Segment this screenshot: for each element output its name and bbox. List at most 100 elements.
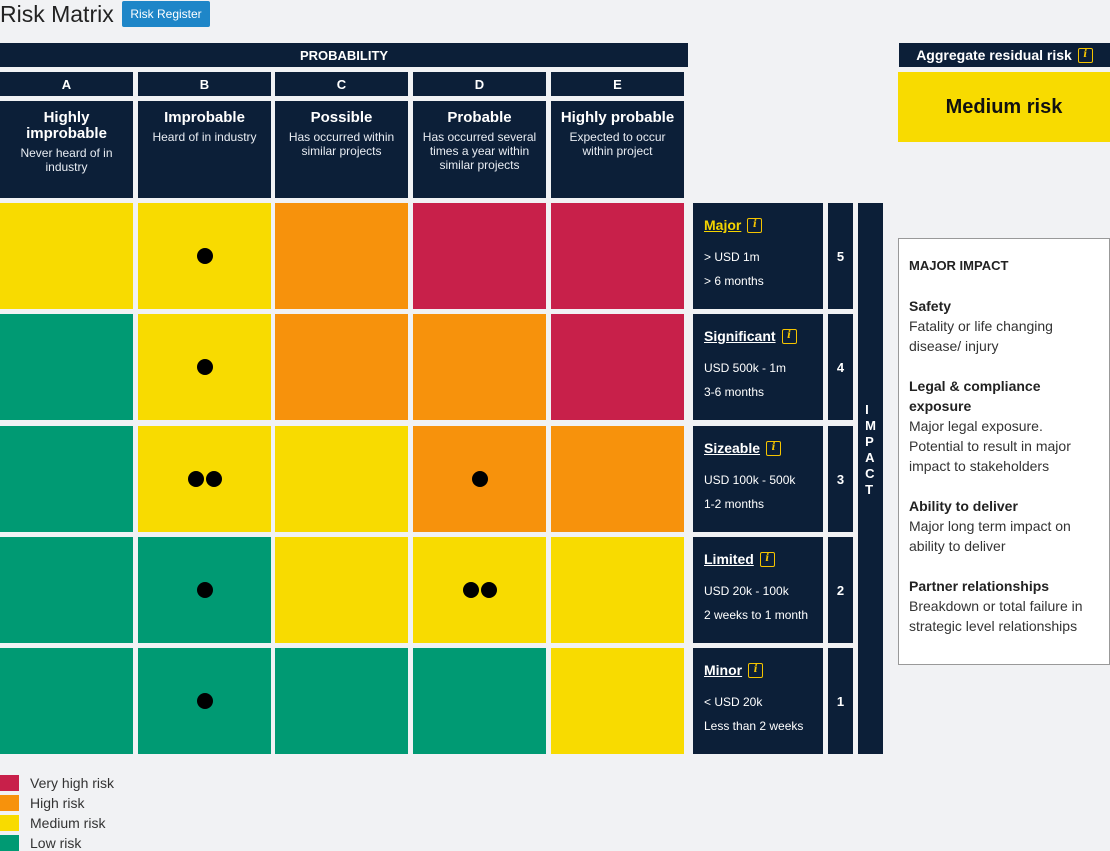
risk-marker[interactable] [196,359,213,375]
legend-label: Medium risk [30,815,106,831]
detail-section-heading: Partner relationships [909,578,1050,594]
impact-label-limited: Limited i USD 20k - 100k 2 weeks to 1 month [693,537,823,643]
probability-name: Possible [310,109,373,126]
impact-level-2: 2 [828,537,853,643]
impact-duration: > 6 months [704,274,764,288]
info-icon[interactable]: i [759,551,775,567]
impact-name-link[interactable]: Major [704,217,742,233]
detail-section-delivery: Ability to deliver Major long term impac… [909,496,1099,556]
probability-desc: Expected to occur within project [569,130,666,158]
legend-item-medium: Medium risk [0,815,105,831]
probability-description-a: Highly improbable Never heard of in indus… [0,101,133,198]
probability-desc: Has occurred several times a year within… [422,130,537,172]
legend-label: Very high risk [30,775,115,791]
aggregate-risk-value: Medium risk [898,72,1110,142]
impact-duration: 3-6 months [704,385,765,399]
legend-item-very-high: Very high risk [0,775,114,791]
matrix-cell-b2[interactable] [138,537,271,643]
matrix-cell-a2[interactable] [0,537,133,643]
impact-name-link[interactable]: Minor [704,662,743,678]
impact-cost: > USD 1m [704,250,760,264]
impact-duration: 1-2 months [704,497,765,511]
risk-marker[interactable] [480,582,497,598]
probability-column-b: B [138,72,271,96]
matrix-cell-b3[interactable] [138,426,271,532]
detail-title: MAJOR IMPACT [909,258,1009,273]
probability-name: Probable [447,109,512,126]
impact-name-link[interactable]: Significant [704,328,776,344]
impact-axis: I M P A C T [858,203,883,754]
detail-section-text: Major long term impact on ability to del… [909,518,1071,554]
risk-marker[interactable] [205,471,222,487]
probability-description-e: Highly probable Expected to occur within … [551,101,684,198]
matrix-cell-e2[interactable] [551,537,684,643]
legend-swatch [0,815,19,831]
impact-name-link[interactable]: Sizeable [704,440,761,456]
detail-section-safety: Safety Fatality or life changing disease… [909,296,1099,356]
impact-label-sizeable: Sizeable i USD 100k - 500k 1-2 months [693,426,823,532]
detail-section-text: Major legal exposure. Potential to resul… [909,418,1071,474]
info-icon[interactable]: i [1077,47,1093,63]
probability-description-d: Probable Has occurred several times a yea… [413,101,546,198]
impact-level-3: 3 [828,426,853,532]
probability-description-b: Improbable Heard of in industry [138,101,271,198]
matrix-cell-e3[interactable] [551,426,684,532]
probability-name: Highly improbable [26,109,107,142]
matrix-cell-d4[interactable] [413,314,546,420]
matrix-cell-c1[interactable] [275,648,408,754]
impact-label-minor: Minor i < USD 20k Less than 2 weeks [693,648,823,754]
matrix-cell-d5[interactable] [413,203,546,309]
risk-marker[interactable] [196,693,213,709]
impact-detail-panel: MAJOR IMPACT Safety Fatality or life cha… [898,238,1110,665]
matrix-cell-e4[interactable] [551,314,684,420]
impact-name-link[interactable]: Limited [704,551,754,567]
impact-heading[interactable]: Major i [704,217,813,233]
impact-heading[interactable]: Minor i [704,662,813,678]
matrix-cell-a4[interactable] [0,314,133,420]
detail-section-text: Fatality or life changing disease/ injur… [909,318,1053,354]
matrix-cell-e1[interactable] [551,648,684,754]
detail-section-partners: Partner relationships Breakdown or total… [909,576,1099,636]
info-icon[interactable]: i [748,662,764,678]
matrix-cell-d2[interactable] [413,537,546,643]
matrix-cell-b5[interactable] [138,203,271,309]
impact-heading[interactable]: Sizeable i [704,440,813,456]
matrix-cell-c5[interactable] [275,203,408,309]
impact-heading[interactable]: Significant i [704,328,813,344]
risk-register-button[interactable]: Risk Register [122,1,210,27]
info-icon[interactable]: i [781,328,797,344]
matrix-cell-c2[interactable] [275,537,408,643]
matrix-cell-e5[interactable] [551,203,684,309]
impact-cost: USD 100k - 500k [704,473,796,487]
impact-label-significant: Significant i USD 500k - 1m 3-6 months [693,314,823,420]
impact-level-1: 1 [828,648,853,754]
detail-section-legal: Legal & compliance exposure Major legal … [909,376,1099,476]
probability-desc: Never heard of in industry [20,146,113,174]
risk-marker[interactable] [196,582,213,598]
legend-swatch [0,795,19,811]
matrix-cell-a3[interactable] [0,426,133,532]
matrix-cell-d3[interactable] [413,426,546,532]
risk-marker[interactable] [196,248,213,264]
matrix-cell-b4[interactable] [138,314,271,420]
impact-level-4: 4 [828,314,853,420]
risk-marker[interactable] [471,471,488,487]
risk-marker[interactable] [462,582,479,598]
matrix-cell-a5[interactable] [0,203,133,309]
matrix-cell-a1[interactable] [0,648,133,754]
info-icon[interactable]: i [747,217,763,233]
risk-marker[interactable] [187,471,204,487]
legend-swatch [0,775,19,791]
legend-label: Low risk [30,835,82,851]
impact-heading[interactable]: Limited i [704,551,813,567]
matrix-cell-c4[interactable] [275,314,408,420]
probability-column-c: C [275,72,408,96]
detail-section-heading: Ability to deliver [909,498,1018,514]
legend-swatch [0,835,19,851]
matrix-cell-d1[interactable] [413,648,546,754]
info-icon[interactable]: i [766,440,782,456]
matrix-cell-b1[interactable] [138,648,271,754]
page-title: Risk Matrix [0,1,114,27]
probability-desc: Heard of in industry [152,130,257,144]
matrix-cell-c3[interactable] [275,426,408,532]
